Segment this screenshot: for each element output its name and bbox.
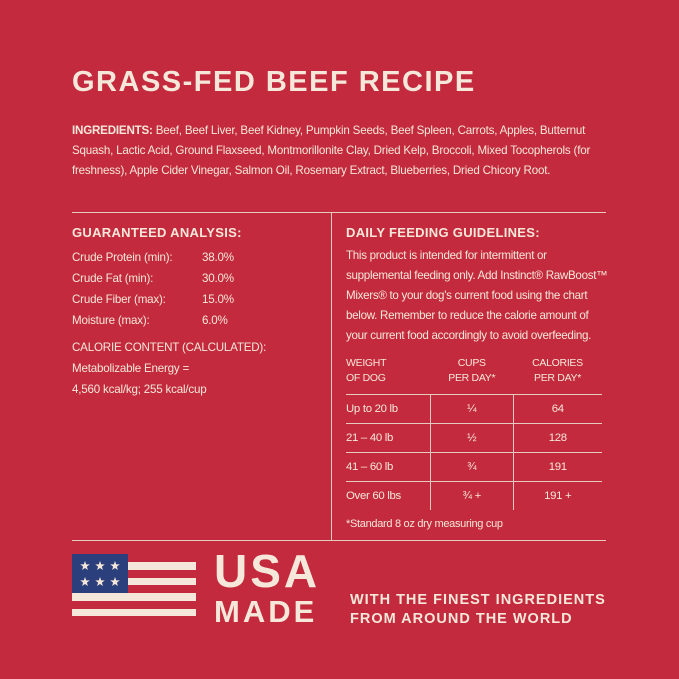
feeding: DAILY FEEDING GUIDELINES: This product i… — [346, 222, 608, 534]
header-row: WEIGHT OF DOG CUPS PER DAY* CALORIES PER D… — [346, 354, 602, 395]
label: Crude Fat (min): — [72, 272, 154, 285]
header-cell: CUPS PER DAY* — [448, 357, 496, 384]
footnote: *Standard 8 oz dry measuring cup — [346, 518, 503, 530]
value: 30.0% — [202, 272, 234, 285]
header-cell: WEIGHT OF DOG — [346, 357, 387, 384]
row: Up to 20 lb ¼ 64 — [346, 394, 602, 424]
divider — [72, 212, 606, 213]
analysis-rows: Crude Protein (min): 38.0% Crude Fat (min… — [72, 247, 322, 331]
calorie-line: 4,560 kcal/kg; 255 kcal/cup — [72, 383, 207, 396]
calorie-heading: CALORIE CONTENT (CALCULATED): — [72, 341, 267, 354]
feeding-table: WEIGHT OF DOG CUPS PER DAY* CALORIES PER D… — [346, 354, 602, 510]
cell: 128 — [512, 423, 602, 453]
value: 38.0% — [202, 251, 234, 264]
cell: 64 — [512, 394, 602, 424]
label: Moisture (max): — [72, 314, 150, 327]
analysis: GUARANTEED ANALYSIS: Crude Protein (min)… — [72, 222, 322, 400]
usa: USA — [214, 545, 321, 597]
tagline: WITH THE FINEST INGREDIENTS FROM AROUND … — [350, 591, 606, 629]
ingredients-text: Beef, Beef Liver, Beef Kidney, Pumpkin S… — [72, 124, 591, 177]
cell: ½ — [430, 423, 513, 453]
tagline-line: WITH THE FINEST INGREDIENTS — [350, 592, 606, 608]
cell: 191 + — [512, 481, 602, 510]
cell: 21 – 40 lb — [346, 423, 431, 453]
calorie-line: Metabolizable Energy = — [72, 362, 190, 375]
feeding-text: This product is intended for intermitten… — [346, 249, 608, 342]
tagline-line: FROM AROUND THE WORLD — [350, 611, 573, 627]
row: Over 60 lbs ¾ +191 + — [346, 481, 602, 510]
cell: ¾ + — [430, 481, 513, 510]
value: 6.0% — [202, 314, 228, 327]
heading: GUARANTEED ANALYSIS: — [72, 225, 242, 240]
value: 15.0% — [202, 293, 234, 306]
ingredients: INGREDIENTS: Beef, Beef Liver, Beef Kidn… — [72, 121, 608, 181]
divider — [72, 540, 606, 541]
heading: DAILY FEEDING GUIDELINES: — [346, 225, 540, 240]
row: Crude Fat (min): 30.0% — [72, 268, 322, 289]
row: Moisture (max): 6.0% — [72, 310, 322, 331]
cell: 191 — [512, 452, 602, 482]
row: Crude Fiber (max): 15.0% — [72, 289, 322, 310]
flag — [72, 554, 196, 624]
title: GRASS-FED BEEF RECIPE — [72, 66, 476, 98]
label: Crude Fiber (max): — [72, 293, 166, 306]
cell: Up to 20 lb — [346, 394, 431, 424]
row: Crude Protein (min): 38.0% — [72, 247, 322, 268]
cell: ¼ — [430, 394, 513, 424]
ingredients-label: INGREDIENTS: — [72, 124, 153, 137]
row: 21 – 40 lb ½ 128 — [346, 423, 602, 453]
made: MADE — [214, 594, 318, 629]
row: 41 – 60 lb ¾ 191 — [346, 452, 602, 482]
cell: 41 – 60 lb — [346, 452, 431, 482]
header-cell: CALORIES PER DAY* — [532, 357, 583, 384]
label: Crude Protein (min): — [72, 251, 173, 264]
cell: ¾ — [430, 452, 513, 482]
cell: Over 60 lbs — [346, 481, 431, 510]
divider — [331, 212, 332, 540]
